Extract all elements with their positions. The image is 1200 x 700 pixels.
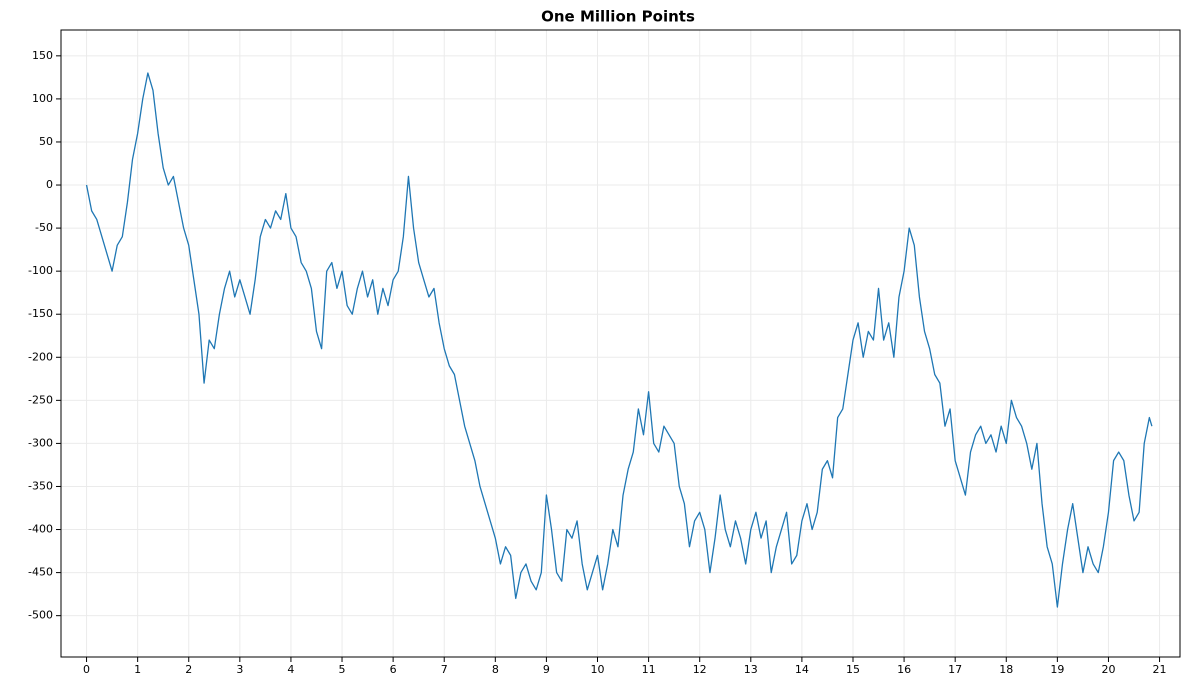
y-tick-label: 50 bbox=[39, 135, 53, 148]
y-tick-label: -50 bbox=[35, 221, 53, 234]
y-tick-label: 150 bbox=[32, 49, 53, 62]
data-line bbox=[85, 72, 1153, 608]
y-tick-label: 100 bbox=[32, 92, 53, 105]
chart-title: One Million Points bbox=[541, 8, 695, 26]
y-tick-label: -350 bbox=[28, 479, 53, 492]
x-tick-label: 11 bbox=[642, 663, 656, 676]
x-tick-label: 8 bbox=[492, 663, 499, 676]
x-tick-label: 1 bbox=[134, 663, 141, 676]
x-tick-label: 19 bbox=[1050, 663, 1064, 676]
x-tick-label: 15 bbox=[846, 663, 860, 676]
plot-frame bbox=[60, 29, 1181, 658]
y-tick-label: -200 bbox=[28, 350, 53, 363]
x-tick-label: 4 bbox=[287, 663, 294, 676]
x-tick-label: 5 bbox=[339, 663, 346, 676]
x-tick-label: 20 bbox=[1101, 663, 1115, 676]
y-tick-label: -500 bbox=[28, 609, 53, 622]
x-tick-label: 18 bbox=[999, 663, 1013, 676]
y-tick-label: -100 bbox=[28, 264, 53, 277]
x-tick-label: 12 bbox=[693, 663, 707, 676]
y-tick-label: -300 bbox=[28, 436, 53, 449]
x-tick-label: 10 bbox=[591, 663, 605, 676]
y-tick-label: 0 bbox=[46, 178, 53, 191]
x-tick-label: 21 bbox=[1153, 663, 1167, 676]
x-tick-label: 6 bbox=[390, 663, 397, 676]
x-tick-label: 2 bbox=[185, 663, 192, 676]
x-tick-label: 9 bbox=[543, 663, 550, 676]
x-tick-label: 3 bbox=[236, 663, 243, 676]
y-tick-label: -250 bbox=[28, 393, 53, 406]
y-tick-label: -450 bbox=[28, 566, 53, 579]
x-tick-label: 17 bbox=[948, 663, 962, 676]
y-tick-label: -400 bbox=[28, 523, 53, 536]
x-tick-label: 14 bbox=[795, 663, 809, 676]
x-tick-label: 0 bbox=[83, 663, 90, 676]
x-tick-label: 13 bbox=[744, 663, 758, 676]
y-tick-label: -150 bbox=[28, 307, 53, 320]
x-tick-label: 16 bbox=[897, 663, 911, 676]
x-tick-label: 7 bbox=[441, 663, 448, 676]
